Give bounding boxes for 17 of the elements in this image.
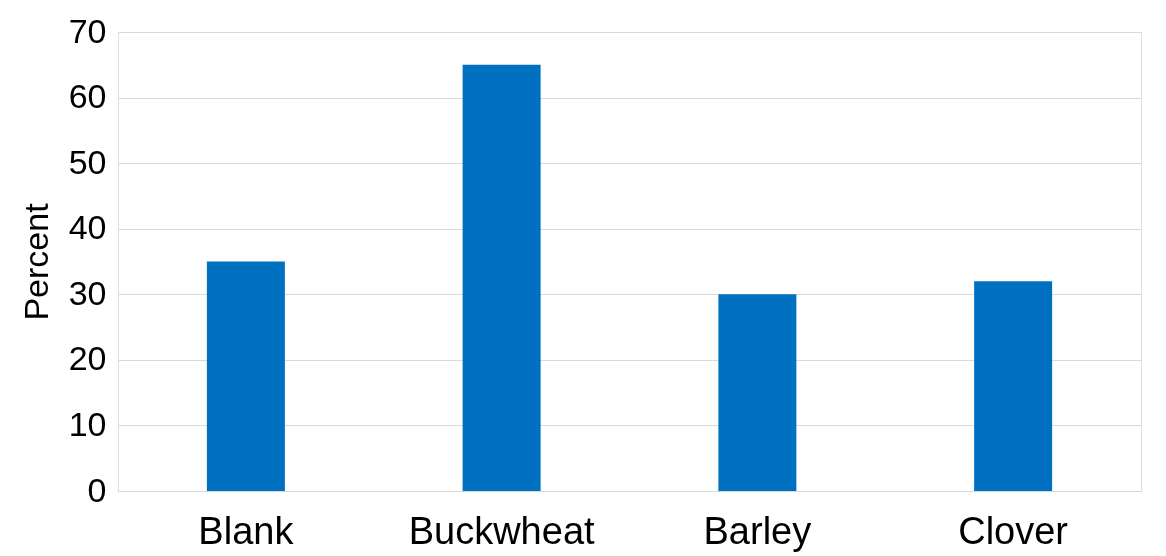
bar [206, 261, 285, 491]
y-tick-label: 30 [68, 273, 107, 312]
y-tick-label: 40 [68, 208, 107, 247]
y-tick-label: 70 [68, 11, 107, 50]
x-tick-label: Barley [703, 509, 812, 552]
x-tick-label: Clover [958, 509, 1069, 552]
y-tick-label: 10 [68, 404, 107, 443]
y-tick-label: 20 [68, 339, 107, 378]
y-axis-title: Percent [16, 202, 55, 321]
bar [718, 294, 797, 491]
y-tick-label: 60 [68, 77, 107, 116]
y-tick-label: 50 [68, 142, 107, 181]
x-tick-label: Buckwheat [408, 509, 595, 552]
x-tick-label: Blank [198, 509, 295, 552]
bar [974, 281, 1053, 491]
y-tick-label: 0 [87, 470, 107, 509]
bar [462, 64, 541, 491]
